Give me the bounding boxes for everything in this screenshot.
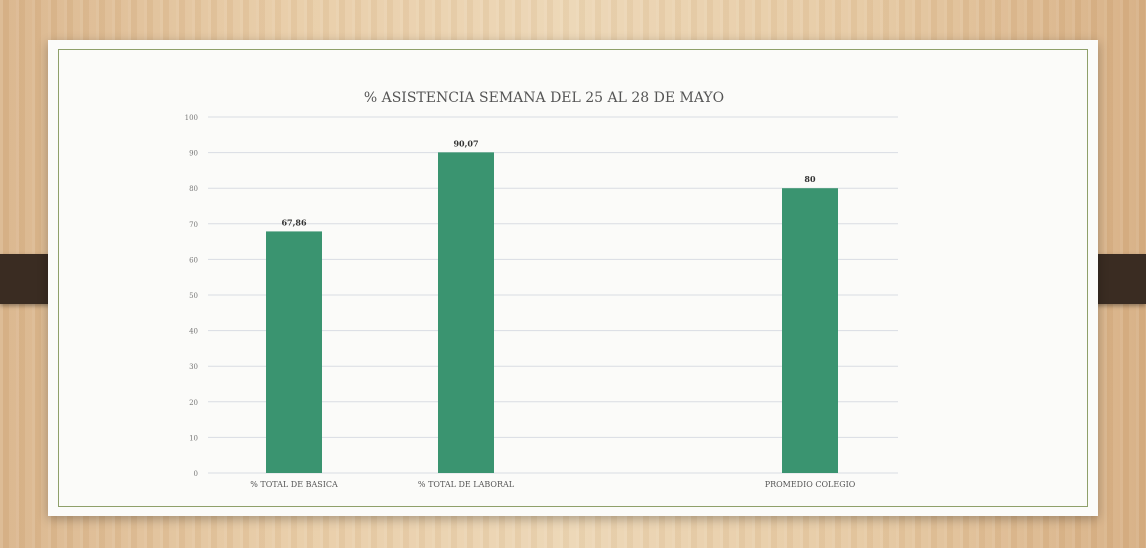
- y-tick-label: 60: [189, 256, 198, 264]
- chart-title: % ASISTENCIA SEMANA DEL 25 AL 28 DE MAYO: [364, 90, 724, 106]
- bar-data-label: 90,07: [453, 138, 478, 148]
- bar: [782, 188, 838, 473]
- bar-data-label: 67,86: [281, 217, 306, 227]
- bars: [266, 152, 838, 473]
- bar-data-label: 80: [804, 174, 816, 184]
- y-tick-label: 80: [189, 185, 198, 193]
- data-labels: 67,86 90,07 80: [281, 138, 816, 227]
- y-tick-label: 90: [189, 150, 198, 158]
- y-tick-label: 50: [189, 292, 198, 300]
- x-axis-categories: % TOTAL DE BASICA % TOTAL DE LABORAL PROME…: [250, 480, 856, 489]
- y-axis-ticks: 0 10 20 30 40 50 60 70 80 90 100: [185, 114, 198, 478]
- x-category-label: % TOTAL DE BASICA: [250, 480, 338, 489]
- bar: [438, 152, 494, 473]
- y-tick-label: 40: [189, 328, 198, 336]
- x-category-label: % TOTAL DE LABORAL: [418, 480, 515, 489]
- slide-paper: % ASISTENCIA SEMANA DEL 25 AL 28 DE MAYO…: [48, 40, 1098, 516]
- y-tick-label: 30: [189, 363, 198, 371]
- y-tick-label: 20: [189, 399, 198, 407]
- y-tick-label: 0: [194, 470, 198, 478]
- y-tick-label: 100: [185, 114, 198, 122]
- x-category-label: PROMEDIO COLEGIO: [765, 480, 856, 489]
- y-tick-label: 70: [189, 221, 198, 229]
- paper-frame: [58, 49, 1088, 507]
- bar: [266, 231, 322, 473]
- y-tick-label: 10: [189, 434, 198, 442]
- bar-chart: % ASISTENCIA SEMANA DEL 25 AL 28 DE MAYO…: [185, 90, 898, 489]
